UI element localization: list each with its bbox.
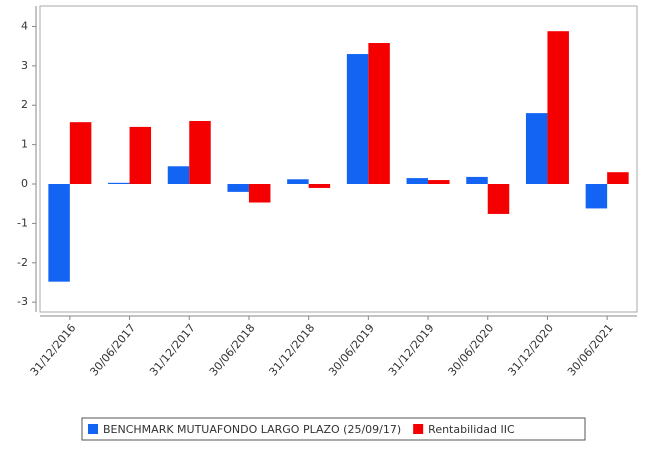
y-tick-label: -1 bbox=[17, 216, 28, 229]
x-tick-label: 31/12/2019 bbox=[386, 322, 437, 379]
bar bbox=[129, 126, 152, 185]
bar bbox=[585, 184, 608, 209]
y-tick-label: -2 bbox=[17, 256, 28, 269]
bar bbox=[406, 178, 429, 185]
y-tick-label: -3 bbox=[17, 295, 28, 308]
x-tick-label: 31/12/2017 bbox=[147, 322, 198, 379]
bar bbox=[108, 182, 130, 185]
x-tick-label: 31/12/2016 bbox=[28, 322, 79, 379]
y-tick-label: 0 bbox=[21, 177, 28, 190]
legend-swatch bbox=[413, 424, 424, 434]
x-tick-label: 30/06/2020 bbox=[446, 322, 497, 379]
y-tick-label: 1 bbox=[21, 138, 28, 151]
x-tick-label: 30/06/2018 bbox=[207, 322, 258, 379]
bar bbox=[466, 176, 488, 185]
bar bbox=[189, 120, 211, 185]
bar bbox=[428, 180, 450, 185]
bar bbox=[287, 179, 309, 185]
bar bbox=[167, 166, 190, 185]
bar bbox=[227, 184, 249, 192]
bar bbox=[368, 43, 390, 185]
legend-label: BENCHMARK MUTUAFONDO LARGO PLAZO (25/09/… bbox=[103, 423, 401, 436]
x-tick-label: 31/12/2020 bbox=[505, 322, 556, 379]
y-tick-label: 4 bbox=[21, 19, 28, 32]
x-tick-label: 30/06/2017 bbox=[87, 322, 138, 379]
legend bbox=[81, 417, 586, 441]
x-tick-label: 30/06/2019 bbox=[326, 322, 377, 379]
legend-label: Rentabilidad IIC bbox=[428, 423, 515, 436]
bar bbox=[607, 172, 629, 185]
y-tick-label: 2 bbox=[21, 98, 28, 111]
bar bbox=[487, 184, 510, 214]
bar bbox=[346, 54, 369, 185]
y-tick-label: 3 bbox=[21, 59, 28, 72]
bar bbox=[547, 31, 569, 185]
bar bbox=[308, 184, 331, 188]
bar bbox=[48, 184, 70, 282]
bar bbox=[248, 184, 271, 203]
bar bbox=[69, 122, 92, 185]
x-tick-label: 31/12/2018 bbox=[267, 322, 318, 379]
x-tick-label: 30/06/2021 bbox=[565, 322, 616, 379]
legend-swatch bbox=[88, 424, 98, 434]
bar bbox=[525, 113, 548, 185]
